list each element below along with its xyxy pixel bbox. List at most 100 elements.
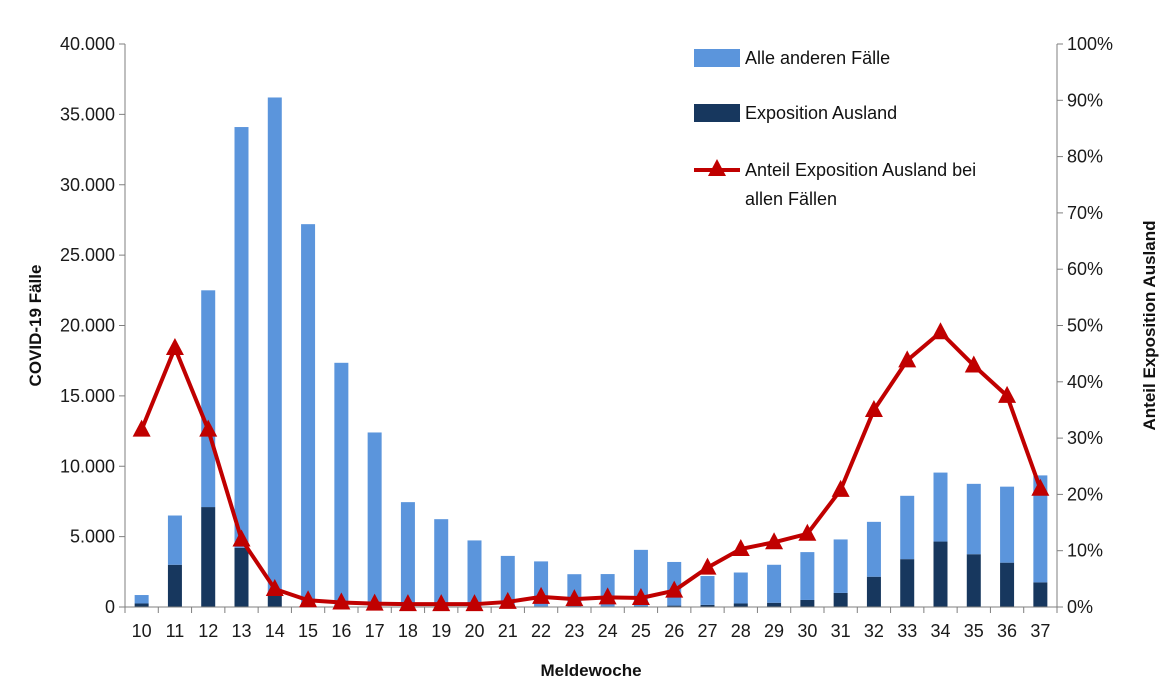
line-point-marker <box>265 578 284 596</box>
legend-label-anteil-line1: Anteil Exposition Ausland bei <box>745 160 976 180</box>
x-tick-label: 18 <box>398 621 418 641</box>
bar-alle-anderen <box>733 572 748 604</box>
bar-alle-anderen <box>201 290 216 508</box>
line-point-marker <box>831 479 850 497</box>
x-tick-label: 37 <box>1030 621 1050 641</box>
bar-exposition-ausland <box>267 595 282 607</box>
x-tick-label: 21 <box>498 621 518 641</box>
bar-exposition-ausland <box>833 592 848 607</box>
y-tick-label: 40.000 <box>60 34 115 54</box>
bar-exposition-ausland <box>667 605 682 607</box>
line-point-marker <box>532 586 551 604</box>
y2-tick-label: 90% <box>1067 90 1103 110</box>
x-tick-label: 27 <box>697 621 717 641</box>
legend-label-exposition-ausland: Exposition Ausland <box>745 103 897 123</box>
y-tick-label: 0 <box>105 597 115 617</box>
line-point-marker <box>698 557 717 575</box>
bar-exposition-ausland <box>767 602 782 607</box>
line-point-marker <box>864 399 883 417</box>
line-point-marker <box>165 338 184 356</box>
line-point-marker <box>332 592 351 610</box>
y2-tick-label: 50% <box>1067 316 1103 336</box>
y-tick-label: 10.000 <box>60 456 115 476</box>
line-point-marker <box>765 532 784 550</box>
x-tick-label: 17 <box>365 621 385 641</box>
bar-alle-anderen <box>900 495 915 560</box>
bar-alle-anderen <box>167 515 182 565</box>
y2-tick-label: 10% <box>1067 541 1103 561</box>
y-tick-label: 25.000 <box>60 245 115 265</box>
line-point-marker <box>132 419 151 437</box>
bar-alle-anderen <box>434 519 449 607</box>
x-tick-label: 29 <box>764 621 784 641</box>
x-tick-label: 28 <box>731 621 751 641</box>
bar-exposition-ausland <box>933 541 948 607</box>
line-point-marker <box>432 594 451 612</box>
line-point-marker <box>232 529 251 547</box>
bar-alle-anderen <box>1000 486 1015 563</box>
legend-swatch-exposition-ausland <box>694 104 740 122</box>
x-tick-label: 32 <box>864 621 884 641</box>
axes-layer <box>124 44 1058 608</box>
x-tick-label: 10 <box>132 621 152 641</box>
line-anteil-exposition-ausland <box>139 330 1043 607</box>
x-tick-label: 26 <box>664 621 684 641</box>
x-tick-label: 31 <box>831 621 851 641</box>
line-point-marker <box>498 591 517 609</box>
line-point-marker <box>964 355 983 373</box>
y2-tick-label: 40% <box>1067 372 1103 392</box>
x-tick-label: 20 <box>464 621 484 641</box>
bar-exposition-ausland <box>733 603 748 607</box>
bar-alle-anderen <box>134 595 149 604</box>
x-tick-label: 30 <box>797 621 817 641</box>
bar-alle-anderen <box>234 127 249 548</box>
x-tick-label: 24 <box>598 621 618 641</box>
y-tick-label: 30.000 <box>60 175 115 195</box>
legend-label-alle-anderen: Alle anderen Fälle <box>745 48 890 68</box>
x-tick-label: 22 <box>531 621 551 641</box>
ticks-layer: 0 5.000 10.000 15.000 20.000 25.000 30.000 35.0… <box>60 34 1113 641</box>
bar-alle-anderen <box>767 564 782 603</box>
line-point-marker <box>931 322 950 340</box>
bar-exposition-ausland <box>900 559 915 607</box>
bar-alle-anderen <box>267 97 282 596</box>
bar-exposition-ausland <box>700 604 715 607</box>
y-tick-label: 15.000 <box>60 386 115 406</box>
bar-alle-anderen <box>966 483 981 555</box>
bar-exposition-ausland <box>134 603 149 607</box>
bar-alle-anderen <box>833 539 848 593</box>
y2-tick-label: 70% <box>1067 203 1103 223</box>
bars-layer <box>134 97 1048 607</box>
line-layer <box>132 322 1050 612</box>
x-tick-label: 15 <box>298 621 318 641</box>
y2-tick-label: 100% <box>1067 34 1113 54</box>
legend-swatch-alle-anderen <box>694 49 740 67</box>
x-tick-label: 35 <box>964 621 984 641</box>
x-tick-label: 12 <box>198 621 218 641</box>
line-point-marker <box>465 594 484 612</box>
line-point-marker <box>565 589 584 607</box>
line-point-marker <box>798 523 817 541</box>
legend: Alle anderen Fälle Exposition Ausland An… <box>694 48 976 209</box>
line-point-marker <box>598 587 617 605</box>
line-point-marker <box>398 594 417 612</box>
line-point-marker <box>1031 478 1050 496</box>
bar-alle-anderen <box>367 432 382 606</box>
x-tick-label: 19 <box>431 621 451 641</box>
x-tick-label: 16 <box>331 621 351 641</box>
x-tick-label: 36 <box>997 621 1017 641</box>
bar-exposition-ausland <box>866 576 881 607</box>
bar-alle-anderen <box>800 552 815 600</box>
x-tick-label: 11 <box>166 621 185 641</box>
bar-exposition-ausland <box>234 547 249 607</box>
y-tick-label: 20.000 <box>60 316 115 336</box>
bar-exposition-ausland <box>1000 562 1015 607</box>
bar-alle-anderen <box>400 502 415 607</box>
line-point-marker <box>299 590 318 608</box>
legend-label-anteil-line2: allen Fällen <box>745 189 837 209</box>
bar-alle-anderen <box>1033 475 1048 583</box>
y-tick-label: 35.000 <box>60 104 115 124</box>
x-tick-label: 33 <box>897 621 917 641</box>
x-tick-label: 13 <box>231 621 251 641</box>
